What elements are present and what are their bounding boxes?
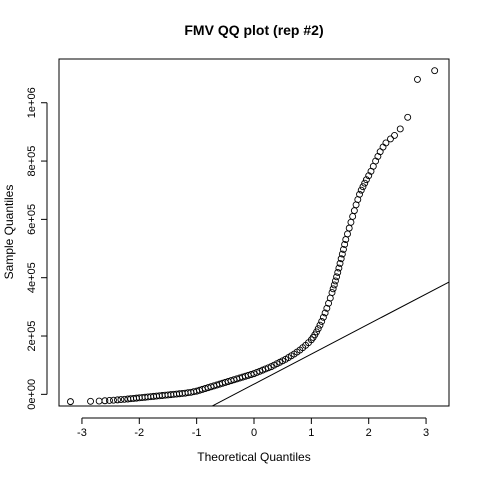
data-point bbox=[391, 131, 398, 139]
data-point bbox=[349, 213, 357, 220]
data-point bbox=[379, 143, 387, 151]
data-point bbox=[313, 328, 320, 336]
data-point bbox=[319, 313, 327, 321]
data-point bbox=[114, 396, 121, 404]
y-axis: 0e+00 2e+05 4e+05 6e+05 8e+05 1e+06 bbox=[26, 87, 48, 410]
data-point bbox=[414, 75, 421, 83]
reference-line bbox=[211, 281, 449, 406]
x-tick-label: 0 bbox=[251, 427, 257, 439]
data-point bbox=[106, 397, 113, 404]
data-point bbox=[321, 309, 329, 317]
y-tick-label: 4e+05 bbox=[26, 262, 38, 293]
data-point bbox=[314, 325, 322, 333]
data-point bbox=[316, 321, 324, 329]
data-point bbox=[330, 281, 338, 289]
y-tick-label: 2e+05 bbox=[26, 321, 38, 352]
data-point bbox=[336, 259, 344, 267]
data-point bbox=[326, 294, 334, 302]
data-point bbox=[110, 396, 117, 404]
data-point bbox=[101, 397, 109, 405]
y-tick-label: 8e+05 bbox=[26, 146, 38, 177]
y-tick-label: 0e+00 bbox=[26, 379, 38, 410]
x-tick-label: 2 bbox=[366, 427, 372, 439]
data-point bbox=[329, 285, 337, 293]
x-tick-label: -1 bbox=[192, 427, 202, 439]
data-point bbox=[323, 304, 331, 312]
data-point bbox=[350, 207, 358, 215]
plot-frame bbox=[58, 58, 450, 407]
x-tick-label: -3 bbox=[77, 427, 87, 439]
data-point bbox=[87, 397, 94, 405]
data-point bbox=[387, 135, 394, 143]
data-point bbox=[359, 183, 367, 191]
data-point bbox=[361, 179, 369, 187]
x-tick-label: 1 bbox=[308, 427, 314, 439]
x-axis-label: Theoretical Quantiles bbox=[197, 450, 310, 464]
data-point bbox=[396, 125, 404, 133]
data-point bbox=[357, 186, 365, 194]
data-point bbox=[347, 218, 355, 226]
data-point bbox=[338, 250, 346, 258]
data-point bbox=[344, 230, 351, 238]
data-point bbox=[117, 396, 125, 404]
data-point bbox=[345, 224, 353, 232]
y-tick-label: 1e+06 bbox=[26, 87, 38, 118]
data-point bbox=[67, 398, 74, 406]
y-tick-label: 6e+05 bbox=[26, 204, 38, 235]
data-point bbox=[382, 139, 390, 147]
x-tick-label: -2 bbox=[134, 427, 144, 439]
y-axis-label: Sample Quantiles bbox=[2, 185, 16, 280]
data-point bbox=[95, 397, 103, 405]
x-axis: -3 -2 -1 0 1 2 3 bbox=[77, 417, 429, 439]
data-points bbox=[67, 67, 439, 406]
data-point bbox=[318, 317, 326, 325]
x-tick-label: 3 bbox=[423, 427, 429, 439]
data-point bbox=[328, 289, 336, 297]
data-point bbox=[356, 190, 363, 198]
data-point bbox=[331, 277, 339, 285]
data-point bbox=[431, 67, 439, 75]
data-point bbox=[362, 176, 370, 184]
data-point bbox=[341, 241, 349, 248]
data-point bbox=[333, 273, 341, 281]
chart-title: FMV QQ plot (rep #2) bbox=[184, 22, 323, 38]
data-point bbox=[335, 264, 343, 272]
data-point bbox=[334, 268, 342, 276]
data-point bbox=[337, 255, 345, 263]
data-point bbox=[340, 245, 347, 253]
data-point bbox=[404, 113, 412, 121]
